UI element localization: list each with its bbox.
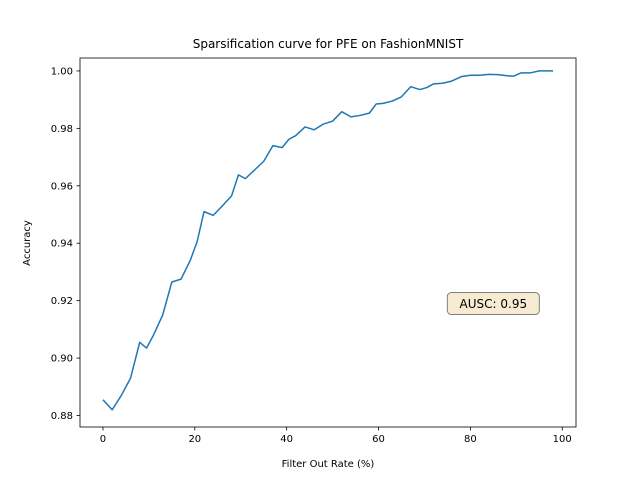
y-axis-label: Accuracy <box>22 220 33 266</box>
series-line-0 <box>102 70 554 411</box>
axis-ticks: 0 20 40 60 80 100 0.88 0.90 0.92 0.94 0.96 0.98 1.00 <box>51 66 572 445</box>
plot-frame <box>79 57 577 428</box>
y-tick-label: 1.00 <box>51 66 73 77</box>
chart-title: Sparsification curve for PFE on FashionM… <box>193 37 464 51</box>
x-tick-label: 0 <box>100 434 106 445</box>
annotation-text: AUSC: 0.95 <box>460 297 528 311</box>
x-tick-label: 60 <box>372 434 385 445</box>
y-tick-label: 0.96 <box>51 181 73 192</box>
x-tick-label: 20 <box>188 434 201 445</box>
x-tick-label: 100 <box>553 434 572 445</box>
y-tick-label: 0.94 <box>51 239 73 250</box>
y-tick-label: 0.88 <box>51 411 73 422</box>
x-tick-label: 80 <box>464 434 477 445</box>
plot-area <box>79 57 577 428</box>
y-tick-label: 0.98 <box>51 124 73 135</box>
x-tick-label: 40 <box>280 434 293 445</box>
y-tick-label: 0.90 <box>51 354 73 365</box>
annotation-box <box>446 292 540 316</box>
y-tick-label: 0.92 <box>51 296 73 307</box>
x-axis-label: Filter Out Rate (%) <box>282 459 375 470</box>
ausc-annotation: AUSC: 0.95 <box>446 292 540 316</box>
